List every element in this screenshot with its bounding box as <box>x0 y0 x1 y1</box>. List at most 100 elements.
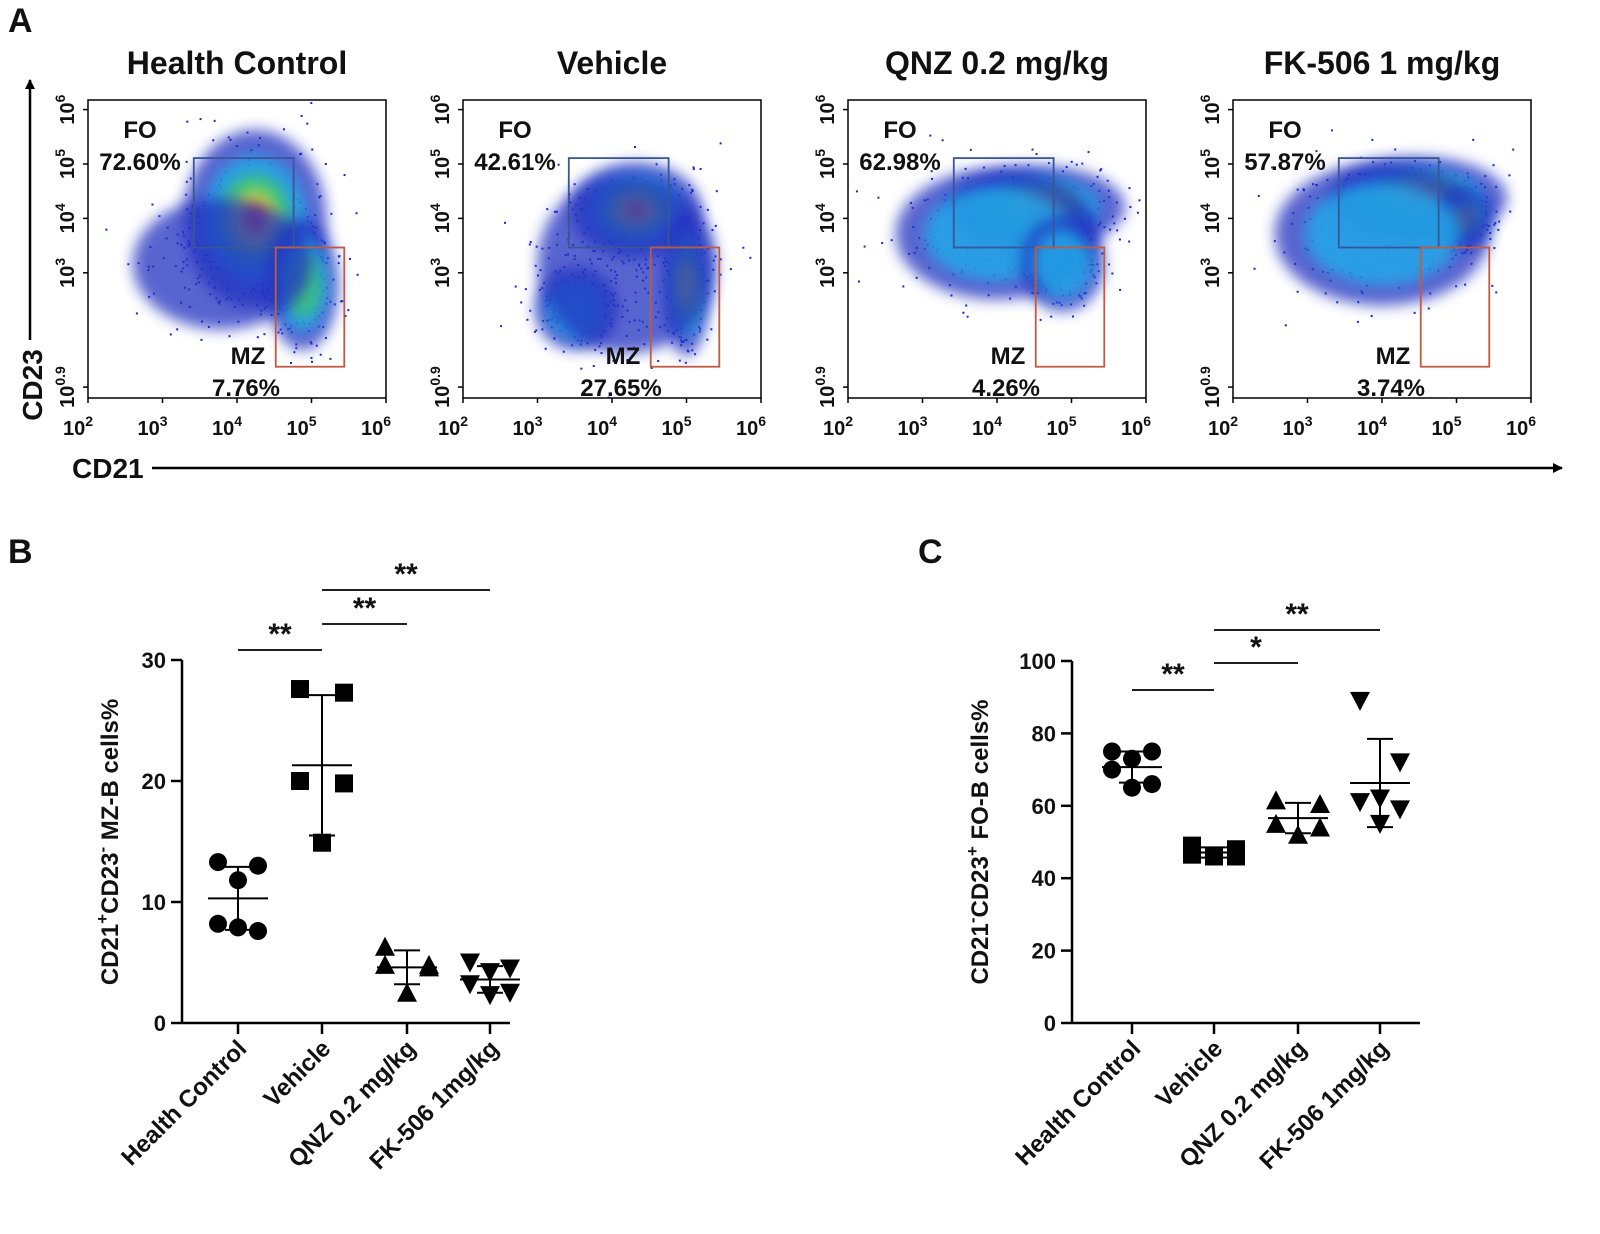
data-point <box>1390 800 1410 820</box>
y-tick-label-sup: 5 <box>52 149 68 157</box>
event-dot <box>1083 304 1086 307</box>
fo-label: FO <box>883 117 916 144</box>
y-tick-label: 104 <box>52 203 79 233</box>
x-tick-label-sup: 5 <box>309 413 317 429</box>
event-dot <box>855 190 858 193</box>
mz-percent: 7.76% <box>212 375 280 402</box>
event-dot <box>529 309 532 312</box>
y-tick-label-base: 10 <box>817 157 839 179</box>
x-tick-label: 104 <box>1357 413 1387 440</box>
y-tick-label-sup: 0.9 <box>812 366 828 386</box>
event-dot <box>594 348 597 351</box>
event-dot <box>1370 315 1373 318</box>
event-dot <box>315 344 318 347</box>
event-dot <box>310 102 313 105</box>
x-tick-label-sup: 2 <box>1230 413 1238 429</box>
x-tick-label-sup: 3 <box>535 413 543 429</box>
event-dot <box>546 208 549 211</box>
x-tick-label-base: 10 <box>897 418 919 440</box>
data-point <box>397 982 417 1002</box>
x-tick-label-sup: 6 <box>383 413 391 429</box>
event-dot <box>127 263 130 266</box>
event-dot <box>1273 240 1276 243</box>
data-point <box>249 922 267 941</box>
event-dot <box>1075 163 1078 166</box>
event-dot <box>1330 129 1333 132</box>
mz-gate <box>1419 246 1491 368</box>
data-point <box>335 774 353 793</box>
y-axis-label-part: + <box>963 846 982 856</box>
event-dot <box>1081 162 1084 165</box>
event-dot <box>1472 138 1475 141</box>
data-point <box>1266 790 1286 810</box>
y-tick-label-base: 10 <box>57 102 79 124</box>
event-dot <box>1315 150 1318 153</box>
event-dot <box>341 97 343 99</box>
y-tick-label: 105 <box>1197 149 1224 179</box>
event-dot <box>1129 206 1132 209</box>
x-tick-label: 105 <box>661 413 691 440</box>
event-dot <box>1494 221 1497 224</box>
panel-label: B <box>8 533 33 571</box>
x-tick-label: 105 <box>286 413 316 440</box>
y-tick-label-base: 10 <box>1202 211 1224 233</box>
y-tick-label-base: 10 <box>817 386 839 408</box>
event-dot <box>1065 166 1068 169</box>
event-dot <box>964 167 967 170</box>
y-tick-label-sup: 6 <box>427 94 443 102</box>
y-tick-label-sup: 4 <box>427 203 443 211</box>
event-dot <box>573 183 576 186</box>
data-point <box>1143 742 1161 761</box>
y-tick-label-sup: 3 <box>52 258 68 266</box>
y-tick-label-sup: 5 <box>1197 149 1213 157</box>
event-dot <box>1495 291 1498 294</box>
significance-label: ** <box>1161 658 1185 691</box>
x-tick-label: 103 <box>137 413 167 440</box>
event-dot <box>151 203 154 206</box>
data-point <box>1103 742 1121 761</box>
event-dot <box>1336 301 1339 304</box>
event-dot <box>1170 210 1172 212</box>
y-tick-label: 20 <box>142 769 166 794</box>
data-point <box>1350 691 1370 711</box>
event-dot <box>694 353 697 356</box>
event-dot <box>1039 318 1042 321</box>
event-dot <box>169 333 172 336</box>
x-tick-label-base: 10 <box>1431 418 1453 440</box>
y-tick-label: 100.9 <box>52 366 79 408</box>
event-dot <box>1271 166 1274 169</box>
event-dot <box>706 338 709 341</box>
x-tick-label-base: 10 <box>286 418 308 440</box>
y-axis-label-part: MZ-B cells% <box>97 699 124 847</box>
data-point <box>480 986 500 1006</box>
event-dot <box>1509 210 1512 213</box>
data-point <box>460 953 480 973</box>
event-dot <box>877 196 880 199</box>
event-dot <box>1164 155 1166 157</box>
event-dot <box>1493 223 1496 226</box>
event-dot <box>1489 232 1492 235</box>
y-tick-label-sup: 4 <box>1197 203 1213 211</box>
event-dot <box>1455 285 1458 288</box>
x-tick-label-sup: 5 <box>1069 413 1077 429</box>
x-tick-label: 106 <box>1506 413 1536 440</box>
plot-title: QNZ 0.2 mg/kg <box>885 45 1109 81</box>
density-layer <box>537 174 717 354</box>
event-dot <box>1296 188 1299 191</box>
event-dot <box>719 142 722 145</box>
panel-label: C <box>918 533 943 571</box>
y-tick-label-base: 10 <box>57 157 79 179</box>
density-layer <box>1032 229 1093 299</box>
event-dot <box>710 328 713 331</box>
event-dot <box>1498 220 1501 223</box>
fo-label: FO <box>1268 117 1301 144</box>
data-point <box>1143 775 1161 794</box>
x-tick-label-sup: 2 <box>460 413 468 429</box>
y-tick-label-sup: 3 <box>812 258 828 266</box>
y-tick-label-sup: 3 <box>427 258 443 266</box>
event-dot <box>1372 161 1375 164</box>
y-tick-label: 104 <box>1197 203 1224 233</box>
density <box>1253 129 1515 327</box>
mz-gate <box>1034 246 1106 368</box>
event-dot <box>930 170 933 173</box>
